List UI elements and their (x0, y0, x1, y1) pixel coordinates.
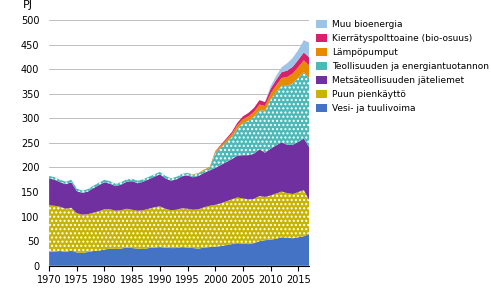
Legend: Muu bioenergia, Kierrätyspolttoaine (bio-osuus), Lämpöpumput, Teollisuuden ja en: Muu bioenergia, Kierrätyspolttoaine (bio… (316, 20, 491, 113)
Y-axis label: PJ: PJ (23, 0, 33, 10)
